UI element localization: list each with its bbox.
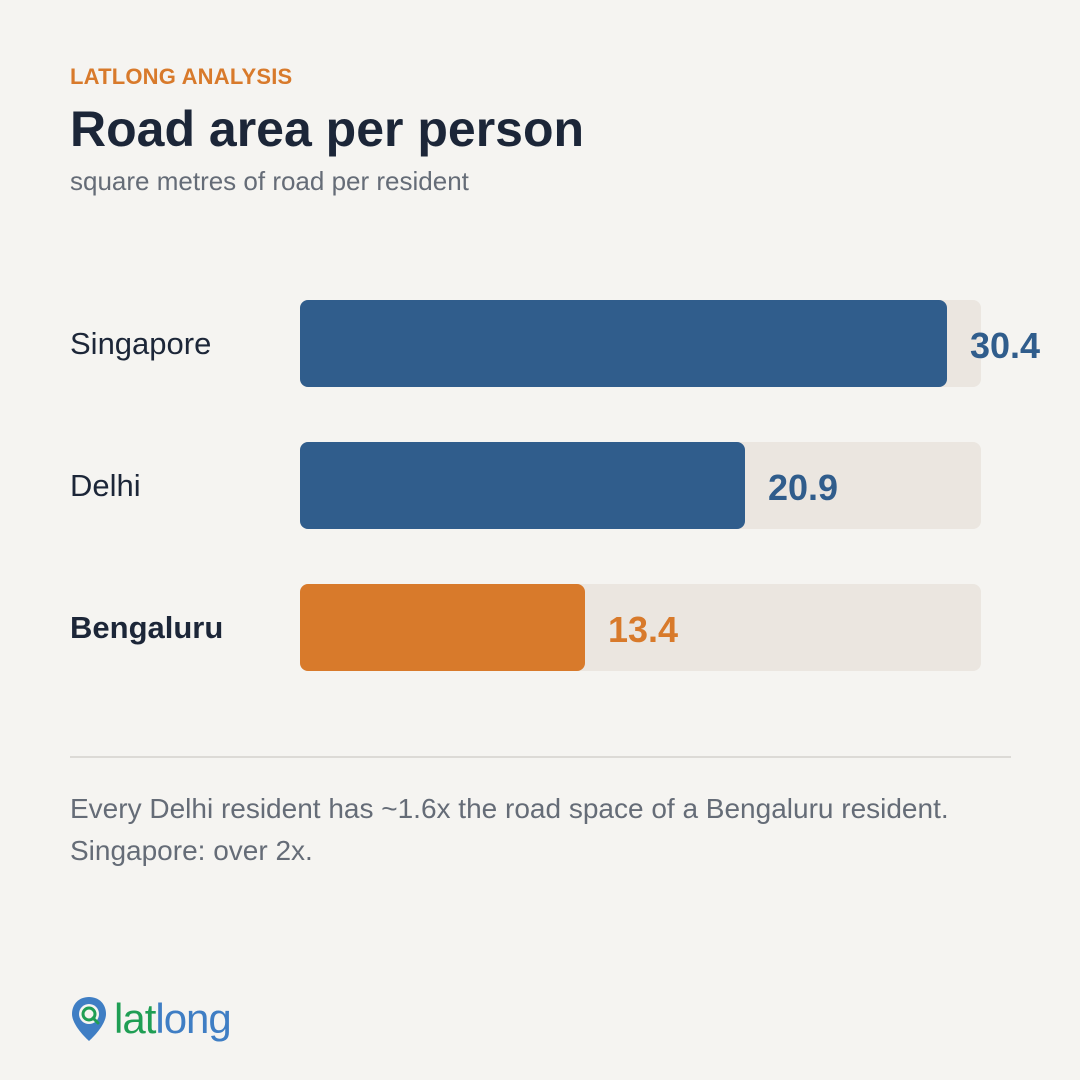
category-label: Singapore <box>70 326 212 361</box>
value-label: 13.4 <box>608 609 679 650</box>
footnote-line-2: Singapore: over 2x. <box>70 835 313 866</box>
latlong-logo: latlong <box>70 995 232 1043</box>
chart-title: Road area per person <box>70 101 585 157</box>
chart-subtitle: square metres of road per resident <box>70 166 469 196</box>
value-label: 30.4 <box>970 325 1041 366</box>
map-pin-icon <box>72 997 106 1041</box>
value-label: 20.9 <box>768 467 839 508</box>
category-label: Delhi <box>70 468 141 503</box>
category-label: Bengaluru <box>70 610 224 645</box>
bar <box>300 442 745 529</box>
kicker: LATLONG ANALYSIS <box>70 64 293 89</box>
row-singapore: Singapore 30.4 <box>0 300 1080 387</box>
bar <box>300 584 585 671</box>
footnote: Every Delhi resident has ~1.6x the road … <box>70 788 1030 872</box>
logo-lat-text: lat <box>114 995 156 1042</box>
row-delhi: Delhi 20.9 <box>0 442 1080 529</box>
footnote-line-1: Every Delhi resident has ~1.6x the road … <box>70 793 949 824</box>
row-bengaluru: Bengaluru 13.4 <box>0 584 1080 671</box>
bar <box>300 300 947 387</box>
logo-long-text: long <box>155 995 231 1042</box>
divider <box>70 756 1011 758</box>
